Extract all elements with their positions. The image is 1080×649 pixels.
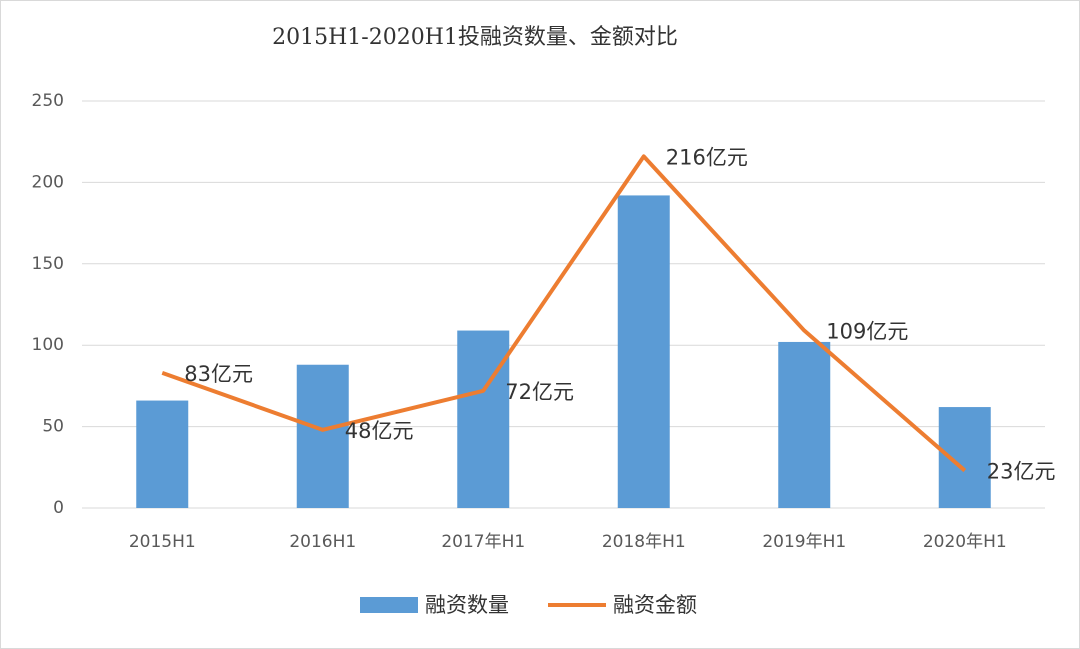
data-label: 83亿元	[184, 362, 253, 386]
y-tick-label: 200	[32, 172, 64, 192]
x-tick-label: 2020年H1	[923, 532, 1007, 552]
data-label: 109亿元	[826, 320, 908, 344]
x-tick-label: 2016H1	[289, 532, 356, 552]
bar	[457, 330, 510, 508]
bar	[778, 341, 831, 508]
x-tick-label: 2015H1	[129, 532, 196, 552]
data-label: 216亿元	[666, 145, 748, 169]
bar	[136, 400, 189, 508]
legend-swatch	[360, 597, 418, 613]
y-tick-label: 250	[32, 91, 64, 111]
x-tick-label: 2018年H1	[602, 532, 686, 552]
chart-title: 2015H1-2020H1投融资数量、金额对比	[272, 25, 678, 50]
x-tick-label: 2019年H1	[762, 532, 846, 552]
y-tick-label: 0	[53, 498, 64, 518]
data-label: 48亿元	[345, 419, 414, 443]
y-tick-label: 100	[32, 335, 64, 355]
legend-label: 融资金额	[613, 593, 697, 617]
data-label: 72亿元	[505, 380, 574, 404]
x-tick-label: 2017年H1	[441, 532, 525, 552]
bar	[296, 364, 349, 508]
bar	[938, 407, 991, 508]
data-label: 23亿元	[987, 460, 1056, 484]
bar	[617, 195, 670, 508]
legend-label: 融资数量	[425, 593, 509, 617]
y-tick-label: 150	[32, 254, 64, 274]
line	[161, 154, 967, 473]
y-tick-label: 50	[42, 417, 64, 437]
